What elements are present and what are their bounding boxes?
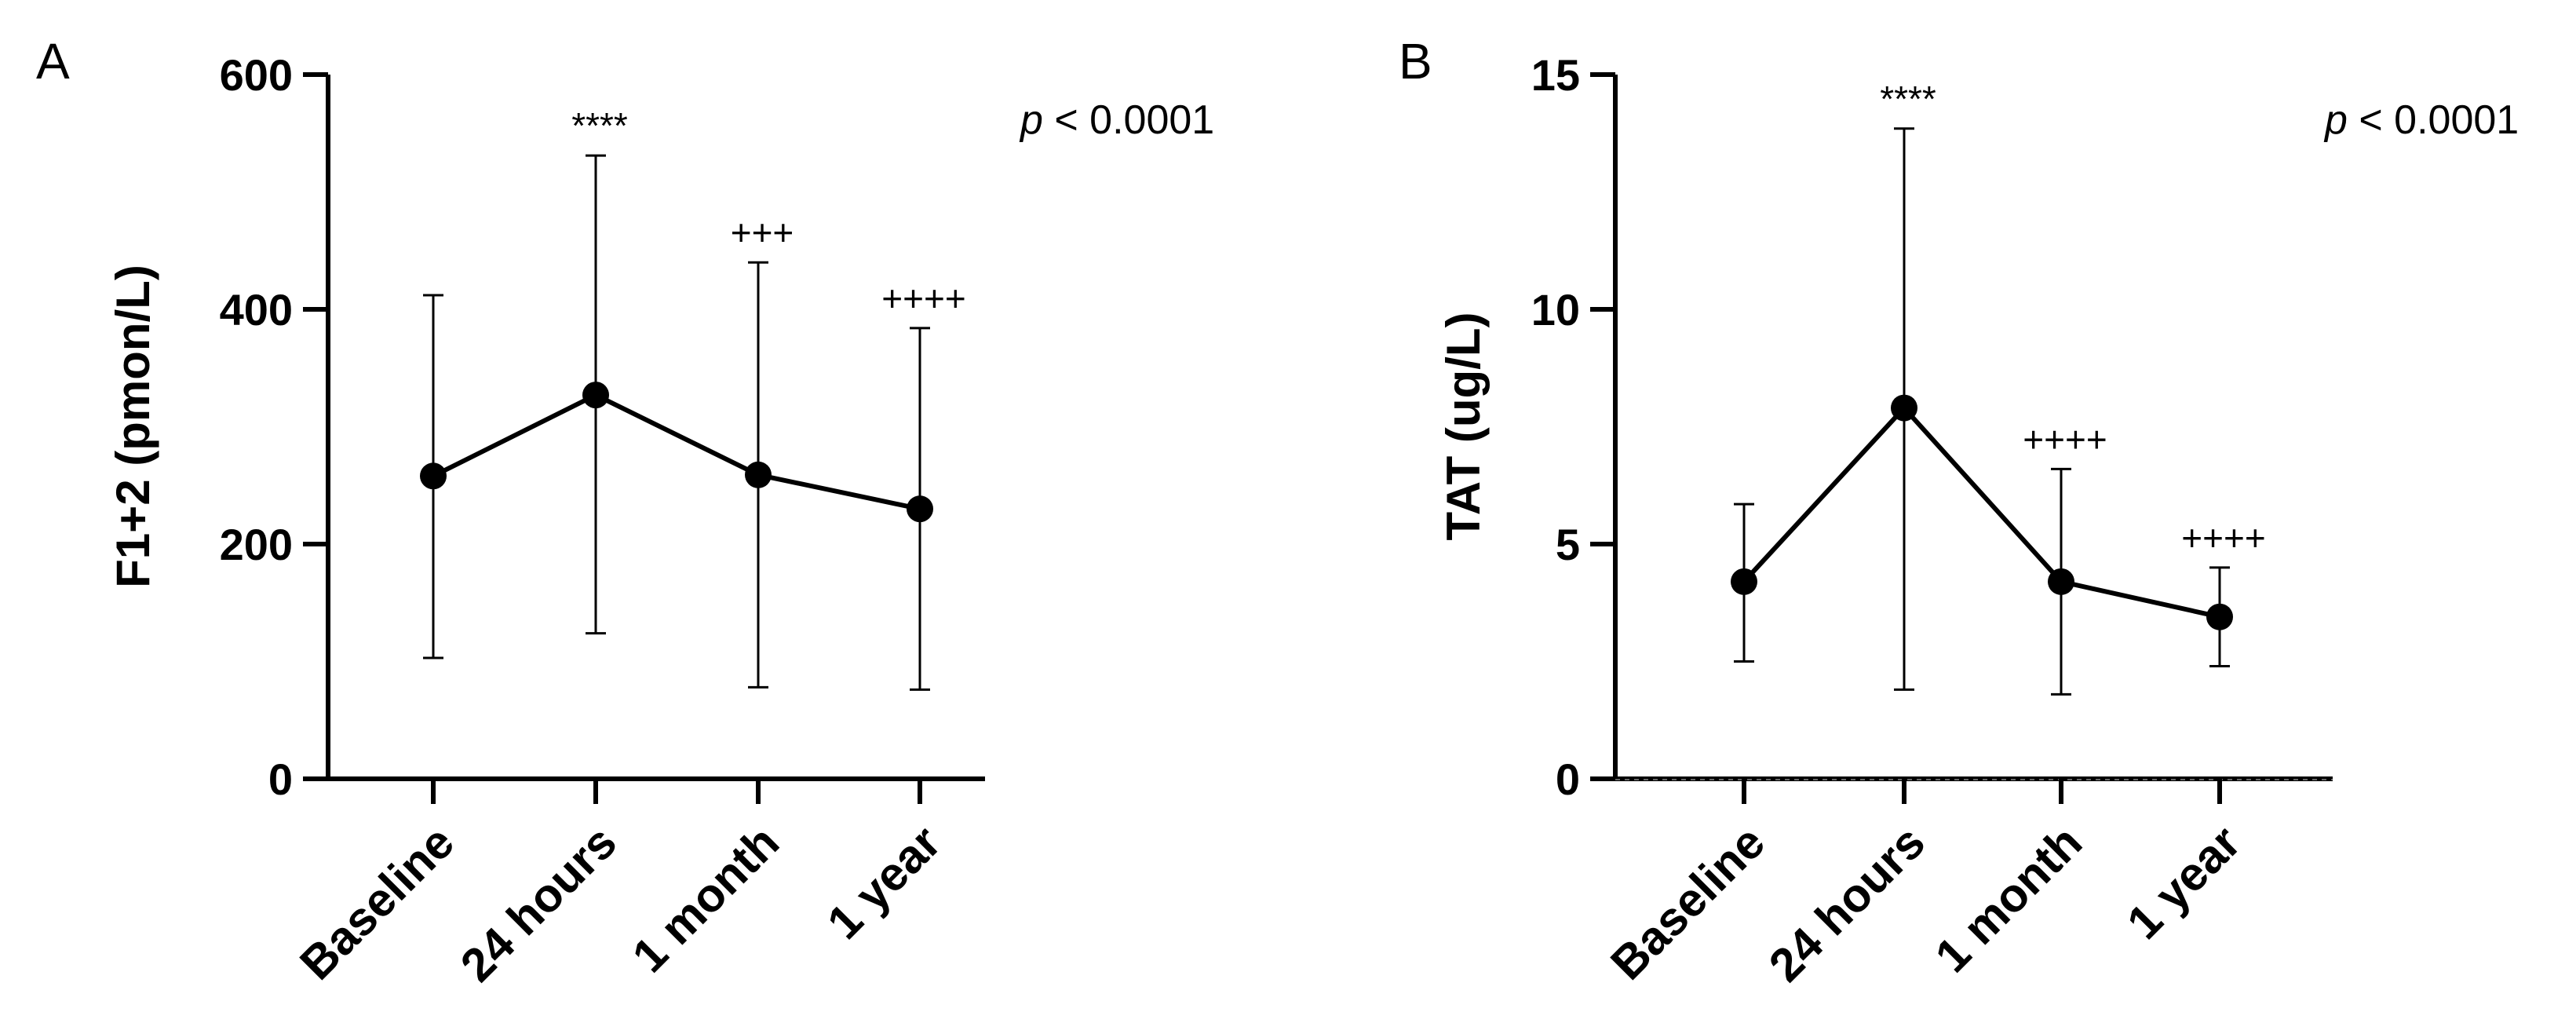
p-value-annotation: p < 0.0001 (2323, 97, 2519, 143)
panel-letter-b: B (1399, 33, 1432, 90)
significance-marker: ++++ (2181, 517, 2265, 558)
significance-marker: **** (571, 105, 628, 146)
y-tick-label: 400 (220, 285, 293, 334)
y-tick-label: 600 (220, 50, 293, 100)
data-point (2206, 603, 2233, 630)
y-tick-label: 10 (1531, 285, 1580, 334)
y-tick-label: 15 (1531, 50, 1580, 100)
y-axis-label: F1+2 (pmon/L) (107, 265, 159, 588)
y-tick-label: 5 (1556, 520, 1580, 569)
data-point (745, 461, 772, 488)
x-tick-label: 1 month (622, 816, 789, 982)
y-tick-label: 200 (220, 520, 293, 569)
x-tick-label: 24 hours (1759, 816, 1935, 992)
significance-marker: ++++ (881, 278, 965, 319)
x-tick-label: 24 hours (451, 816, 626, 992)
data-point (582, 382, 609, 409)
significance-marker: +++ (731, 212, 794, 253)
significance-marker: ++++ (2023, 418, 2107, 459)
p-value-text: < 0.0001 (1043, 97, 1214, 143)
data-point (420, 462, 447, 490)
series-line (432, 393, 921, 512)
data-point (2048, 568, 2074, 595)
p-value-symbol: p (2323, 97, 2348, 143)
y-axis-label: TAT (ug/L) (1437, 312, 1490, 541)
y-tick-label: 0 (1556, 754, 1580, 804)
significance-marker: **** (1880, 79, 1936, 119)
panel-letter-a: A (36, 33, 70, 90)
x-tick-label: 1 month (1925, 816, 2092, 982)
data-point (907, 495, 933, 523)
x-tick-label: Baseline (1600, 816, 1775, 990)
x-tick-label: 1 year (817, 816, 950, 949)
p-value-text: < 0.0001 (2348, 97, 2519, 143)
p-value-annotation: p < 0.0001 (1019, 97, 1214, 143)
data-point (1891, 394, 1917, 422)
x-tick-label: Baseline (290, 816, 464, 990)
data-point (1731, 568, 1757, 595)
p-value-symbol: p (1019, 97, 1043, 143)
x-tick-label: 1 year (2117, 816, 2250, 949)
series-line (1742, 405, 2220, 619)
y-tick-label: 0 (268, 754, 293, 804)
